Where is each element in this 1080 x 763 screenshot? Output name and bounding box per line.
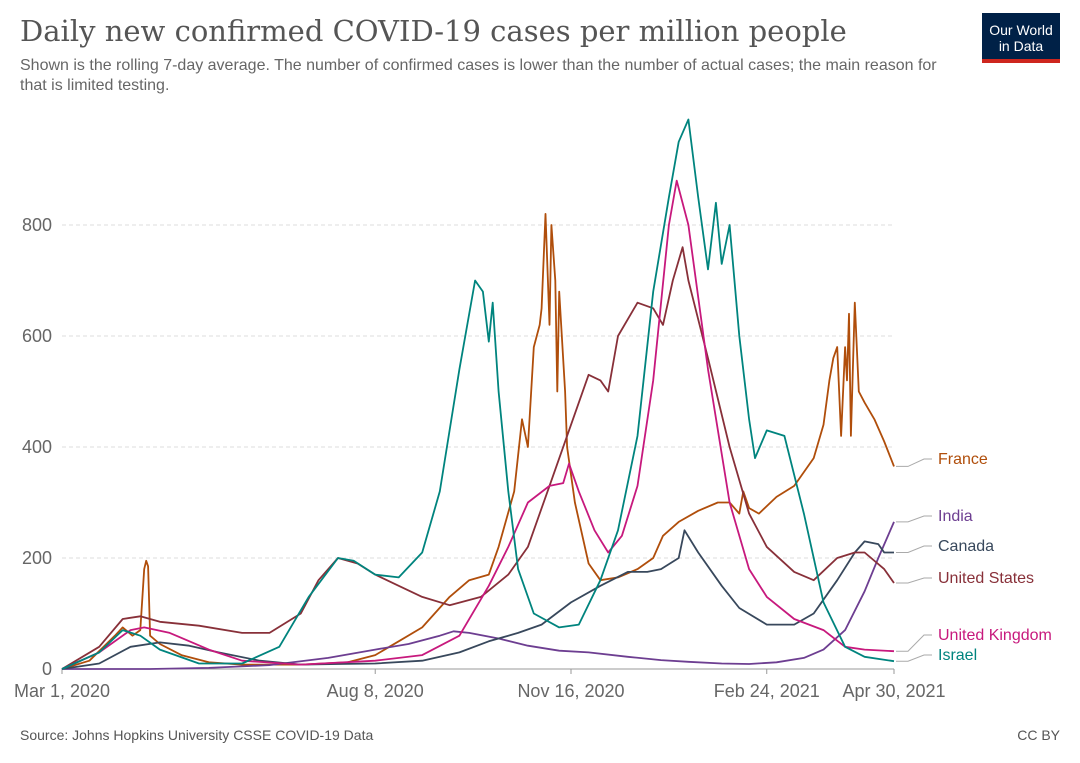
series-label-canada[interactable]: Canada xyxy=(938,538,994,555)
series-line-united-kingdom[interactable] xyxy=(61,179,895,670)
series-labels: France India Canada United States United Kin… xyxy=(896,451,1052,664)
x-tick-label-2: Nov 16, 2020 xyxy=(517,681,624,701)
series-label-israel[interactable]: Israel xyxy=(938,647,977,664)
y-tick-label-800: 800 xyxy=(22,215,52,235)
y-tick-label-400: 400 xyxy=(22,437,52,457)
y-tick-label-200: 200 xyxy=(22,548,52,568)
y-tick-label-0: 0 xyxy=(42,659,52,679)
label-connector-united-kingdom xyxy=(896,634,932,652)
series-lines xyxy=(61,118,895,670)
license-note[interactable]: CC BY xyxy=(1017,727,1060,743)
series-label-france[interactable]: France xyxy=(938,451,988,468)
chart-subtitle: Shown is the rolling 7-day average. The … xyxy=(20,57,937,94)
x-tick-label-3: Feb 24, 2021 xyxy=(714,681,820,701)
series-label-united-states[interactable]: United States xyxy=(938,570,1034,587)
x-tick-label-0: Mar 1, 2020 xyxy=(14,681,110,701)
series-label-india[interactable]: India xyxy=(938,508,973,525)
label-connector-india xyxy=(896,515,932,523)
y-tick-label-600: 600 xyxy=(22,326,52,346)
label-connector-france xyxy=(896,458,932,467)
logo-line-2: in Data xyxy=(998,38,1044,54)
series-label-united-kingdom[interactable]: United Kingdom xyxy=(938,627,1052,644)
series-line-united-states[interactable] xyxy=(61,246,895,670)
series-line-france[interactable] xyxy=(61,213,895,670)
grid-lines xyxy=(62,224,894,559)
series-line-canada[interactable] xyxy=(61,529,894,670)
series-line-india[interactable] xyxy=(62,521,895,670)
x-tick-label-1: Aug 8, 2020 xyxy=(327,681,424,701)
label-connector-united-states xyxy=(896,577,932,584)
label-connector-canada xyxy=(896,545,932,553)
logo-line-1: Our World xyxy=(989,22,1053,38)
x-tick-label-4: Apr 30, 2021 xyxy=(842,681,945,701)
source-note: Source: Johns Hopkins University CSSE CO… xyxy=(20,727,374,743)
series-line-israel[interactable] xyxy=(61,118,895,670)
owid-logo[interactable]: Our World in Data xyxy=(982,13,1060,63)
chart-title: Daily new confirmed COVID-19 cases per m… xyxy=(20,14,847,48)
axes: 0 200 400 600 800 Mar 1, 2020 Aug 8, 2020 Nov 1… xyxy=(14,215,946,701)
label-connector-israel xyxy=(896,654,932,662)
